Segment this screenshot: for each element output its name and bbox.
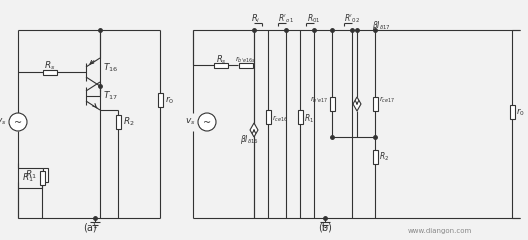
Text: ~: ~ [14, 118, 22, 128]
Text: $R'_{o1}$: $R'_{o1}$ [278, 13, 294, 25]
Bar [43, 70, 57, 74]
Bar [214, 62, 228, 67]
Text: $\beta I_{\delta 16}$: $\beta I_{\delta 16}$ [240, 133, 259, 146]
Text: $R'_{02}$: $R'_{02}$ [344, 13, 360, 25]
Bar [510, 105, 514, 119]
Bar [239, 62, 253, 67]
Text: (b): (b) [318, 223, 332, 233]
Text: $R_s$: $R_s$ [215, 54, 227, 66]
Bar [329, 97, 335, 111]
Bar [157, 93, 163, 107]
Text: ~: ~ [203, 118, 211, 128]
Bar [372, 150, 378, 164]
Bar [266, 110, 270, 124]
Circle shape [9, 113, 27, 131]
Text: $R_2$: $R_2$ [123, 116, 135, 128]
Text: $R_1$: $R_1$ [25, 169, 37, 181]
Text: $r_{ce16}$: $r_{ce16}$ [272, 114, 288, 124]
Text: $R_i$: $R_i$ [251, 13, 261, 25]
Bar [116, 115, 120, 129]
Text: $R_1$: $R_1$ [304, 113, 314, 125]
Bar [372, 97, 378, 111]
Text: $T_{17}$: $T_{17}$ [103, 90, 118, 102]
Text: $r_{b'e16s}$: $r_{b'e16s}$ [235, 55, 257, 65]
Text: (a): (a) [83, 223, 97, 233]
Text: $R_2$: $R_2$ [379, 151, 389, 163]
Text: $v_s$: $v_s$ [0, 117, 7, 127]
Text: $r_{b'e17}$: $r_{b'e17}$ [310, 95, 328, 105]
Text: $r_{ce17}$: $r_{ce17}$ [379, 95, 395, 105]
Text: $T_{16}$: $T_{16}$ [103, 62, 118, 74]
Text: $v_s$: $v_s$ [185, 117, 196, 127]
Polygon shape [250, 123, 258, 137]
Text: $r_0$: $r_0$ [165, 94, 174, 106]
Text: $R_s$: $R_s$ [44, 60, 56, 72]
Bar [40, 171, 44, 185]
Text: www.diangon.com: www.diangon.com [408, 228, 472, 234]
Text: $R_{01}$: $R_{01}$ [307, 13, 321, 25]
Polygon shape [353, 97, 361, 111]
Text: $R_1$: $R_1$ [22, 172, 34, 184]
Text: $\beta I_{\delta 17}$: $\beta I_{\delta 17}$ [372, 18, 391, 31]
Bar [297, 110, 303, 124]
Text: $r_0$: $r_0$ [516, 106, 525, 118]
Circle shape [198, 113, 216, 131]
Bar [42, 168, 48, 182]
